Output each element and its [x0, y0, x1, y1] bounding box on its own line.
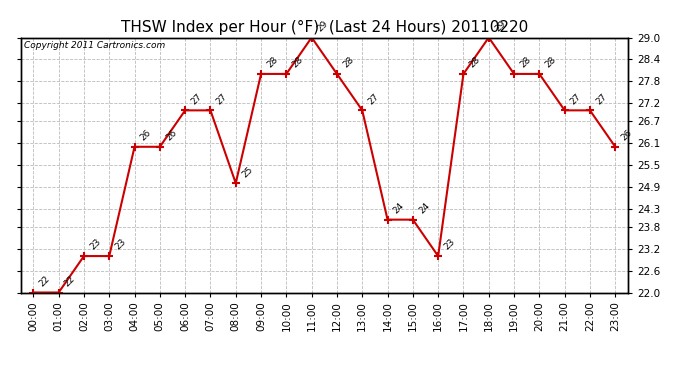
Text: 29: 29 — [316, 19, 331, 33]
Text: 27: 27 — [569, 92, 583, 106]
Text: 24: 24 — [417, 201, 431, 216]
Text: 22: 22 — [63, 274, 77, 288]
Text: 28: 28 — [290, 56, 305, 70]
Text: 28: 28 — [518, 56, 533, 70]
Text: 23: 23 — [113, 237, 128, 252]
Text: 27: 27 — [215, 92, 229, 106]
Text: 24: 24 — [392, 201, 406, 216]
Text: 28: 28 — [265, 56, 279, 70]
Text: 26: 26 — [620, 128, 634, 142]
Text: 29: 29 — [493, 19, 507, 33]
Text: 23: 23 — [88, 237, 103, 252]
Text: 27: 27 — [594, 92, 609, 106]
Text: 28: 28 — [544, 56, 558, 70]
Text: 27: 27 — [366, 92, 381, 106]
Text: 27: 27 — [189, 92, 204, 106]
Text: Copyright 2011 Cartronics.com: Copyright 2011 Cartronics.com — [23, 41, 165, 50]
Text: 26: 26 — [164, 128, 179, 142]
Text: 28: 28 — [468, 56, 482, 70]
Text: 23: 23 — [442, 237, 457, 252]
Text: 26: 26 — [139, 128, 153, 142]
Text: 22: 22 — [37, 274, 52, 288]
Text: 25: 25 — [240, 165, 255, 179]
Text: 28: 28 — [341, 56, 355, 70]
Title: THSW Index per Hour (°F)  (Last 24 Hours) 20110220: THSW Index per Hour (°F) (Last 24 Hours)… — [121, 20, 528, 35]
